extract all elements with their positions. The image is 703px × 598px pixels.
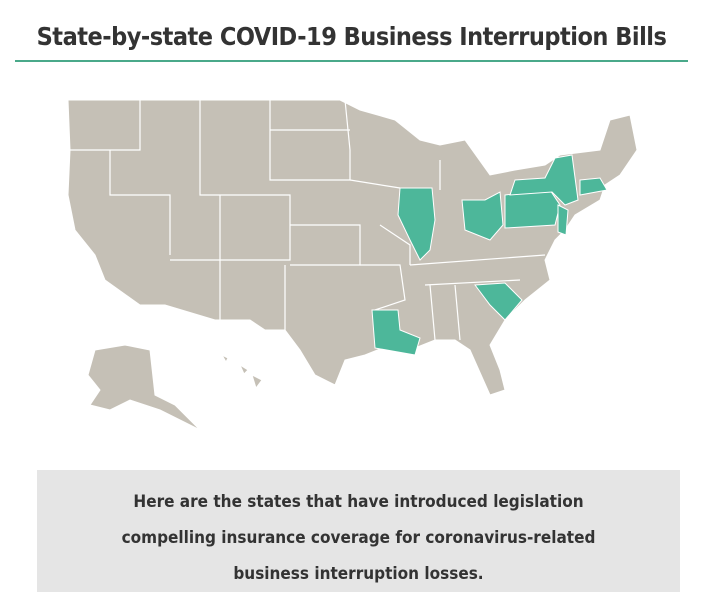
contiguous-us bbox=[67, 99, 638, 396]
state-highlight bbox=[397, 187, 436, 261]
state-highlight bbox=[557, 204, 569, 236]
state-borders bbox=[68, 99, 546, 341]
state-highlight bbox=[474, 282, 523, 321]
us-map bbox=[67, 99, 638, 431]
state-highlight bbox=[504, 189, 561, 229]
title-rule bbox=[15, 60, 688, 62]
caption-box: Here are the states that have introduced… bbox=[37, 470, 680, 592]
caption: Here are the states that have introduced… bbox=[121, 492, 596, 584]
state-highlight bbox=[579, 177, 608, 196]
alaska bbox=[87, 344, 201, 431]
state-highlight bbox=[371, 309, 421, 356]
title: State-by-state COVID-19 Business Interru… bbox=[36, 22, 667, 51]
hawaii bbox=[220, 353, 229, 364]
hawaii bbox=[251, 374, 263, 390]
state-highlight bbox=[509, 154, 579, 206]
hawaii bbox=[238, 363, 249, 375]
state-highlight bbox=[461, 191, 504, 241]
